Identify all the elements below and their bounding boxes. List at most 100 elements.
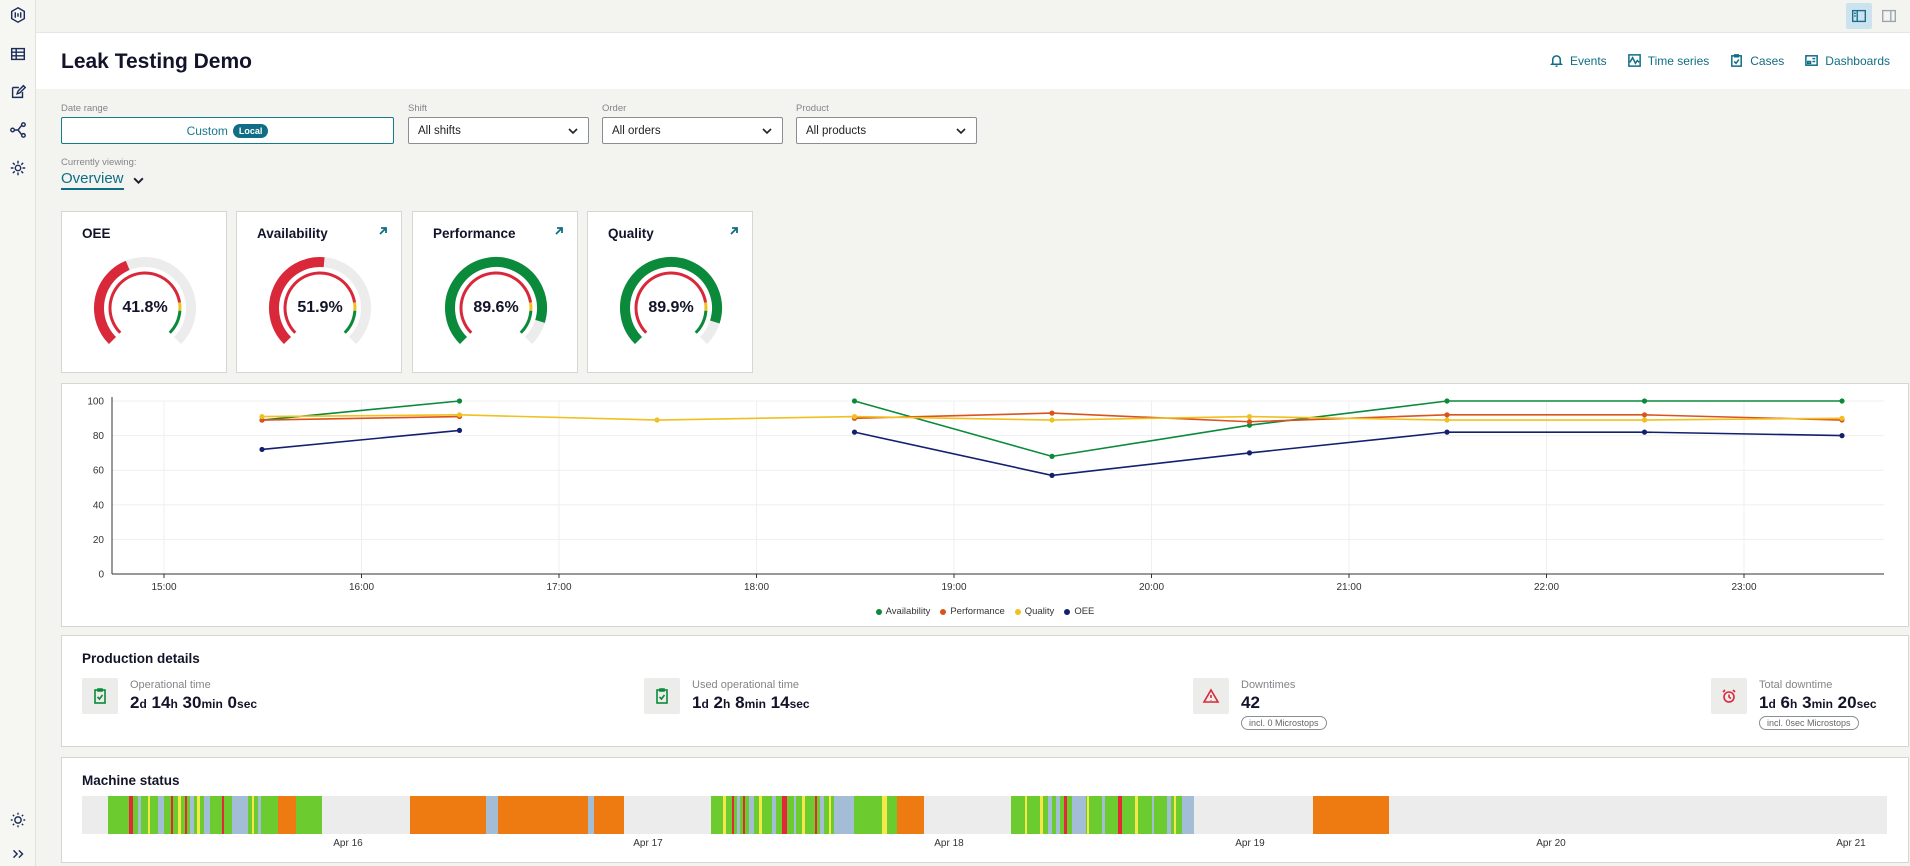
status-segment[interactable] [129,796,133,834]
cases-link[interactable]: Cases [1729,53,1784,68]
status-segment[interactable] [258,796,261,834]
status-segment[interactable] [222,796,224,834]
status-segment[interactable] [178,796,181,834]
shift-select[interactable]: All shifts [408,117,589,144]
status-segment[interactable] [1056,796,1060,834]
status-segment[interactable] [1048,796,1052,834]
status-segment[interactable] [759,796,762,834]
point-availability [1444,398,1450,404]
status-segment[interactable] [834,796,854,834]
status-segment[interactable] [1182,796,1194,834]
status-segment[interactable] [1025,796,1027,834]
point-performance [1444,412,1450,418]
layout-right-panel-icon[interactable] [1876,3,1902,29]
events-link[interactable]: Events [1549,53,1607,68]
status-segment[interactable] [197,796,200,834]
x-tick-label: 22:00 [1534,582,1559,593]
status-segment[interactable] [486,796,498,834]
status-segment[interactable] [594,796,624,834]
status-segment[interactable] [1118,796,1122,834]
legend-performance[interactable]: Performance [940,606,1005,617]
point-oee [1049,472,1055,478]
table-icon[interactable] [8,44,28,64]
status-segment[interactable] [1072,796,1086,834]
time-series-icon [1627,54,1641,67]
status-segment[interactable] [829,796,831,834]
status-segment[interactable] [185,796,187,834]
status-segment[interactable] [732,796,734,834]
oee-gauge [94,257,196,345]
status-segment[interactable] [1167,796,1171,834]
status-segment[interactable] [897,796,924,834]
status-segment[interactable] [820,796,824,834]
status-segment[interactable] [190,796,194,834]
theme-toggle-icon[interactable] [8,810,28,830]
alarm-clock-icon [1711,678,1747,714]
status-segment[interactable] [171,796,173,834]
status-segment[interactable] [138,796,141,834]
status-segment[interactable] [252,796,254,834]
kpi-card-availability: Availability 51.9% [236,211,402,373]
status-segment[interactable] [1064,796,1067,834]
order-select[interactable]: All orders [602,117,783,144]
status-segment[interactable] [410,796,486,834]
status-segment[interactable] [1313,796,1389,834]
status-segment[interactable] [737,796,740,834]
status-segment[interactable] [802,796,805,834]
clipboard-check-icon [644,678,680,714]
status-segment[interactable] [749,796,754,834]
status-segment[interactable] [1174,796,1176,834]
performance-gauge [445,257,547,345]
status-segment[interactable] [815,796,817,834]
status-segment[interactable] [148,796,150,834]
gauge-threshold-band [519,310,533,334]
legend-availability[interactable]: Availability [875,606,930,617]
share-icon[interactable] [8,120,28,140]
status-segment[interactable] [1102,796,1105,834]
dashboards-link[interactable]: Dashboards [1804,53,1890,68]
open-details-icon[interactable] [553,224,565,236]
clipboard-check-icon [82,678,118,714]
status-segment[interactable] [882,796,887,834]
machine-status-timeline[interactable] [82,796,1887,834]
layout-left-panel-icon[interactable] [1846,3,1872,29]
series-line-performance [854,412,1843,423]
open-details-icon[interactable] [377,224,389,236]
product-label: Product [796,103,829,114]
status-segment[interactable] [498,796,588,834]
status-segment[interactable] [1040,796,1043,834]
status-segment[interactable] [158,796,164,834]
view-selector-value[interactable]: Overview [61,170,124,190]
status-segment[interactable] [1087,796,1089,834]
app-logo-icon[interactable] [8,5,28,25]
status-segment[interactable] [723,796,726,834]
point-oee [456,427,463,434]
x-tick-label: 19:00 [941,582,966,593]
legend-oee[interactable]: OEE [1064,606,1094,617]
status-segment[interactable] [772,796,776,834]
status-segment[interactable] [782,796,787,834]
expand-rail-icon[interactable] [8,844,28,864]
status-segment[interactable] [711,796,924,834]
status-segment[interactable] [743,796,745,834]
date-range-filter: Date range Custom Local [61,103,394,144]
status-segment[interactable] [1135,796,1138,834]
operational-time: Operational time 2d 14h 30min 0sec [82,678,257,714]
status-segment[interactable] [794,796,796,834]
view-selector[interactable]: Overview [61,170,145,190]
time-series-link[interactable]: Time series [1627,53,1709,68]
point-quality [1839,415,1845,421]
status-segment[interactable] [232,796,248,834]
y-tick-label: 40 [93,500,105,511]
product-select[interactable]: All products [796,117,977,144]
open-details-icon[interactable] [728,224,740,236]
gear-icon[interactable] [8,158,28,178]
legend-quality[interactable]: Quality [1014,606,1054,617]
status-segment[interactable] [1152,796,1154,834]
status-segment[interactable] [278,796,296,834]
point-availability [1839,398,1845,404]
date-range-button[interactable]: Custom Local [61,117,394,144]
status-segment[interactable] [588,796,594,834]
edit-icon[interactable] [8,82,28,102]
status-segment[interactable] [204,796,210,834]
